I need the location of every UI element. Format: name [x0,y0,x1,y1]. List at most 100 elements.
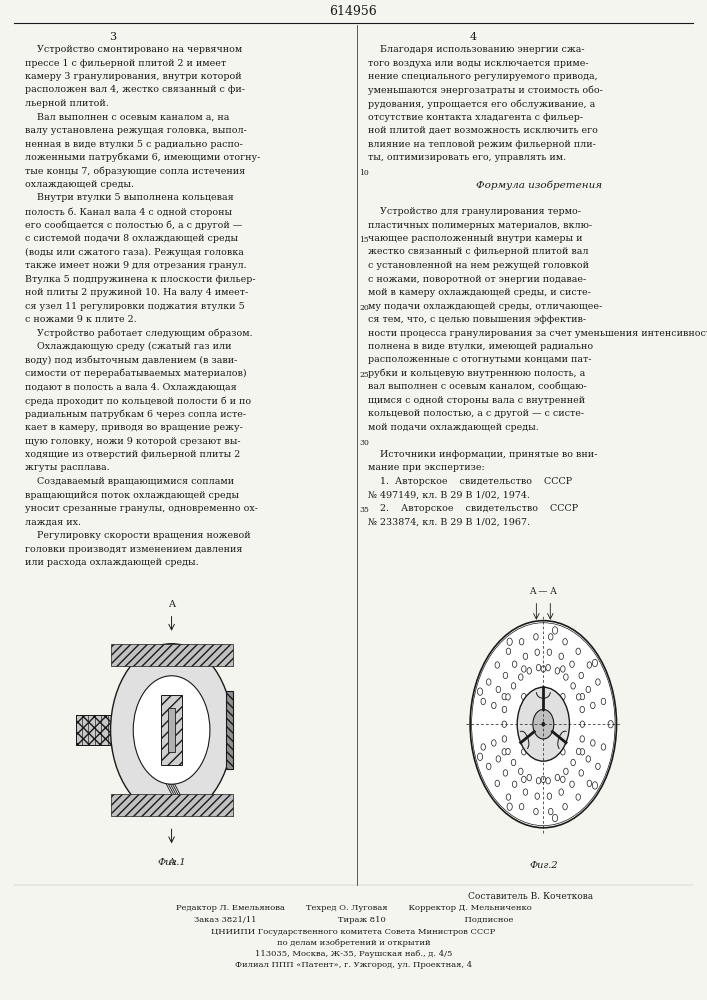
Circle shape [576,694,581,700]
Circle shape [133,676,210,784]
Ellipse shape [121,705,163,765]
Bar [76,715,172,745]
Circle shape [522,749,526,755]
Bar [76,715,172,745]
Text: отсутствие контакта хладагента с фильер-: отсутствие контакта хладагента с фильер- [368,112,583,121]
Bar [127,715,133,745]
Circle shape [511,683,516,689]
Text: ходящие из отверстий фильерной плиты 2: ходящие из отверстий фильерной плиты 2 [25,450,240,459]
Circle shape [522,776,526,783]
Bar [110,644,233,666]
Bar [101,715,107,745]
Text: A: A [168,858,175,867]
Circle shape [592,659,597,667]
Text: 1.  Авторское    свидетельство    СССР: 1. Авторское свидетельство СССР [368,477,572,486]
Circle shape [587,780,592,787]
Bar [161,695,182,765]
Text: прессе 1 с фильерной плитой 2 и имеет: прессе 1 с фильерной плитой 2 и имеет [25,58,226,68]
Text: Устройство для гранулирования термо-: Устройство для гранулирования термо- [368,207,580,216]
Text: вал выполнен с осевым каналом, сообщаю-: вал выполнен с осевым каналом, сообщаю- [368,383,586,392]
Circle shape [537,664,541,671]
Text: кает в камеру, приводя во вращение режу-: кает в камеру, приводя во вращение режу- [25,423,243,432]
Circle shape [586,756,590,762]
Circle shape [563,674,568,680]
Circle shape [506,794,510,800]
Circle shape [576,794,580,800]
Circle shape [561,749,565,755]
Text: Фиг.1: Фиг.1 [157,858,186,867]
Circle shape [520,639,524,645]
Bar [165,691,173,779]
Text: льерной плитой.: льерной плитой. [25,99,108,108]
Circle shape [559,653,563,660]
Circle shape [502,706,507,713]
Text: его сообщается с полостью б, а с другой —: его сообщается с полостью б, а с другой … [25,221,242,230]
Circle shape [518,674,523,680]
Text: № 233874, кл. В 29 В 1/02, 1967.: № 233874, кл. В 29 В 1/02, 1967. [368,518,530,526]
Circle shape [561,666,565,672]
Circle shape [563,768,568,775]
Circle shape [470,621,617,828]
Circle shape [518,687,569,761]
Text: по делам изобретений и открытий: по делам изобретений и открытий [276,939,431,947]
Circle shape [502,749,506,755]
Text: ненная в виде втулки 5 с радиально распо-: ненная в виде втулки 5 с радиально распо… [25,140,243,149]
Circle shape [507,638,513,645]
Text: № 497149, кл. В 29 В 1/02, 1974.: № 497149, кл. В 29 В 1/02, 1974. [368,491,530,500]
Circle shape [592,782,597,789]
Circle shape [555,774,560,781]
Bar [76,715,82,745]
Bar [165,715,172,745]
Text: 30: 30 [359,439,369,447]
Circle shape [513,661,517,667]
Circle shape [503,672,508,679]
Text: с ножами, поворотной от энергии подавае-: с ножами, поворотной от энергии подавае- [368,275,586,284]
Circle shape [496,686,501,693]
Text: также имеет ножи 9 для отрезания гранул.: также имеет ножи 9 для отрезания гранул. [25,261,246,270]
Text: валу установлена режущая головка, выпол-: валу установлена режущая головка, выпол- [25,126,247,135]
Circle shape [533,709,554,739]
Ellipse shape [111,691,173,779]
Circle shape [608,721,613,728]
Circle shape [552,627,558,634]
Circle shape [576,748,581,755]
Text: Фиг.2: Фиг.2 [529,861,558,870]
Circle shape [601,698,606,705]
Bar [146,715,153,745]
Text: среда проходит по кольцевой полости б и по: среда проходит по кольцевой полости б и … [25,396,251,406]
Bar [153,715,159,745]
Text: с установленной на нем режущей головкой: с установленной на нем режущей головкой [368,261,589,270]
Circle shape [579,672,583,679]
Text: расположен вал 4, жестко связанный с фи-: расположен вал 4, жестко связанный с фи- [25,86,245,95]
Text: 2.    Авторское    свидетельство    СССР: 2. Авторское свидетельство СССР [368,504,578,513]
Text: или расхода охлаждающей среды.: или расхода охлаждающей среды. [25,558,199,567]
Text: с системой подачи 8 охлаждающей среды: с системой подачи 8 охлаждающей среды [25,234,238,243]
Circle shape [555,668,560,674]
Circle shape [547,649,551,655]
Circle shape [546,664,550,671]
Circle shape [546,778,550,784]
Circle shape [563,803,567,810]
Text: 25: 25 [359,371,369,379]
Text: Составитель В. Кочеткова: Составитель В. Кочеткова [468,892,592,901]
Text: 4: 4 [470,32,477,42]
Text: ной плитой дает возможность исключить его: ной плитой дает возможность исключить ег… [368,126,597,135]
Text: подают в полость а вала 4. Охлаждающая: подают в полость а вала 4. Охлаждающая [25,383,237,392]
Circle shape [491,740,496,746]
Circle shape [547,793,551,799]
Circle shape [486,679,491,685]
Text: рубки и кольцевую внутреннюю полость, а: рубки и кольцевую внутреннюю полость, а [368,369,585,378]
Circle shape [590,740,595,746]
Circle shape [561,693,565,700]
Circle shape [580,721,585,727]
Circle shape [570,781,574,787]
Bar [159,715,165,745]
Text: полость б. Канал вала 4 с одной стороны: полость б. Канал вала 4 с одной стороны [25,207,232,217]
Text: рудования, упрощается его обслуживание, а: рудования, упрощается его обслуживание, … [368,99,595,109]
Text: расположенные с отогнутыми концами пат-: расположенные с отогнутыми концами пат- [368,356,591,364]
Circle shape [596,763,600,770]
Circle shape [481,698,486,705]
Circle shape [511,759,516,766]
Circle shape [549,808,553,815]
Bar [95,715,101,745]
